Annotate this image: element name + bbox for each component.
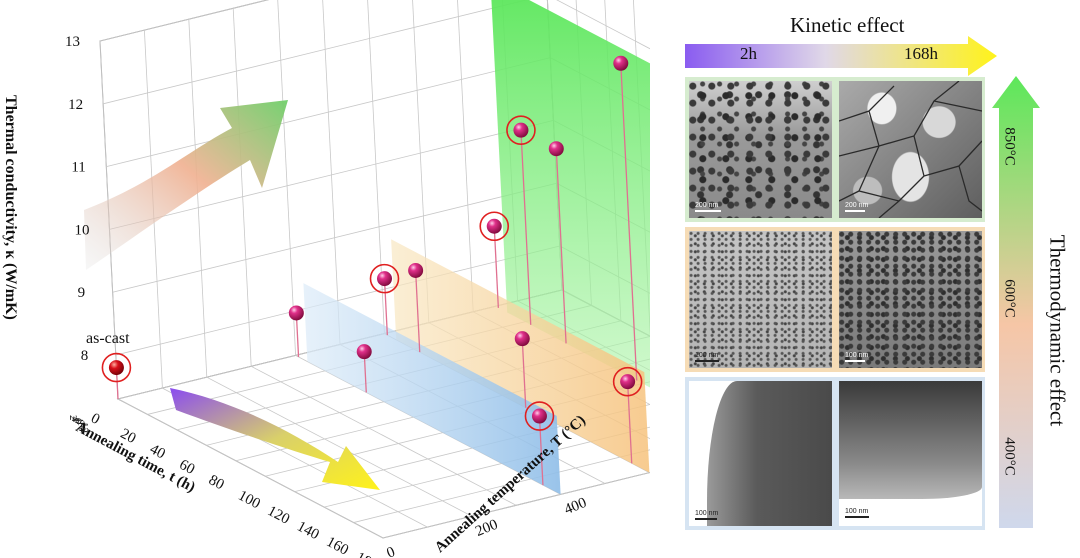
data-point-7 [620, 374, 636, 390]
scale-label-600-2h: 100 nm [695, 352, 719, 359]
scale-label-400-2h: 100 nm [695, 510, 719, 517]
data-point-5 [408, 262, 424, 278]
temp-label-600: 600°C [1001, 279, 1018, 318]
trend-arrows [84, 100, 380, 490]
highlight-circle-4 [369, 263, 400, 294]
grid-line [103, 0, 528, 105]
plane-850 [491, 0, 650, 388]
data-stem-6 [521, 338, 527, 408]
annotation-as-cast: as-cast [86, 330, 130, 347]
kinetic-arrow [685, 36, 997, 76]
z-tick-label: 8 [81, 348, 89, 364]
grid-line [112, 182, 557, 293]
plane-400 [303, 283, 561, 495]
data-point-9 [513, 122, 529, 138]
x-tick-label: 60 [176, 457, 197, 478]
grid-line [115, 245, 560, 356]
x-tick-label: 100 [235, 488, 262, 513]
tem-image-600-168h: 100 nm [839, 231, 982, 368]
y-tick-label: 0 [385, 544, 398, 558]
data-stem-9 [520, 130, 532, 325]
data-point-1 [288, 305, 304, 321]
z-tick-label: 12 [68, 97, 83, 113]
grid-line [206, 376, 472, 517]
tem-image-850-168h: 200 nm [839, 81, 982, 218]
tem-image-600-2h: 100 nm [689, 231, 832, 368]
x-tick-label-small: 2 [67, 415, 79, 421]
x-tick-label-small: 4 [69, 416, 81, 422]
grid-line [99, 0, 269, 42]
x-tick-label: 120 [265, 503, 292, 528]
plane-600 [391, 239, 650, 473]
x-tick-label: 140 [294, 519, 321, 544]
z-tick-label: 9 [78, 285, 86, 301]
highlight-circle-7 [612, 366, 643, 397]
microstructure-panel: Kinetic effect 2h 168h [680, 0, 1080, 558]
grid-line [188, 19, 208, 378]
scale-label-850-2h: 200 nm [695, 202, 719, 209]
kinetic-start-label: 2h [740, 44, 757, 63]
data-point-6 [514, 331, 530, 347]
data-point-10 [548, 141, 564, 157]
tem-image-850-2h: 200 nm [689, 81, 832, 218]
data-stem-5 [414, 270, 421, 353]
data-point-11 [613, 55, 629, 71]
grid-line [556, 0, 650, 50]
data-stem-11 [620, 63, 638, 381]
tem-image-400-168h: 100 nm [839, 381, 982, 526]
x-tick-label: 80 [206, 472, 227, 493]
thermodynamic-effect-title: Thermodynamic effect [1045, 234, 1070, 427]
data-point-0 [108, 360, 124, 376]
tem-image-400-2h: 100 nm [689, 381, 832, 526]
scale-label-850-168h: 200 nm [845, 202, 869, 209]
grid-line [106, 57, 551, 168]
grid-line [117, 398, 384, 539]
temp-label-850: 850°C [1001, 127, 1018, 166]
data-point-4 [377, 271, 393, 287]
x-tick-label-small: 6 [71, 418, 83, 424]
data-point-2 [356, 344, 372, 360]
thermodynamic-trend-arrow [84, 100, 288, 270]
data-stem-4 [383, 278, 388, 336]
thermal-conductivity-3d-chart: 8910111213020040060080010000204060801001… [2, 0, 650, 558]
y-tick-label: 400 [562, 495, 589, 518]
x-tick-label: 180 [353, 549, 380, 558]
grid-line [251, 365, 517, 506]
kinetic-trend-arrow [170, 388, 380, 490]
grid-line [232, 8, 252, 367]
grid-line [277, 0, 296, 356]
y-tick-label: 200 [473, 517, 500, 540]
data-point-3 [531, 408, 547, 424]
data-point-8 [486, 218, 502, 234]
data-points [101, 55, 643, 431]
z-tick-label: 13 [65, 34, 80, 50]
temp-label-400: 400°C [1001, 437, 1018, 476]
kinetic-effect-title: Kinetic effect [790, 13, 905, 37]
scale-label-600-168h: 100 nm [845, 352, 869, 359]
data-stem-3 [538, 416, 544, 486]
x-tick-label-small: 10 [76, 421, 88, 433]
highlight-circle-8 [479, 211, 510, 242]
z-tick-label: 11 [71, 160, 85, 176]
data-stem-10 [555, 148, 567, 344]
highlight-circle-0 [101, 352, 132, 383]
x-tick-label-small: 12 [78, 422, 90, 433]
x-tick-label-small: 8 [73, 419, 85, 425]
grid-line [457, 0, 474, 312]
highlight-circle-9 [506, 115, 536, 145]
x-tick-label: 20 [118, 426, 139, 447]
grid-line [322, 0, 341, 345]
grid-line [109, 120, 554, 230]
thermodynamic-arrow [992, 76, 1040, 528]
z-axis-label: Thermal conductivity, κ (W/mK) [2, 95, 19, 320]
x-tick-label: 40 [147, 441, 168, 462]
temperature-planes [303, 0, 650, 495]
x-tick-label: 160 [324, 534, 351, 558]
z-tick-label: 10 [74, 222, 89, 238]
kinetic-end-label: 168h [904, 44, 938, 63]
scale-label-400-168h: 100 nm [845, 508, 869, 515]
highlight-circle-3 [524, 401, 555, 431]
